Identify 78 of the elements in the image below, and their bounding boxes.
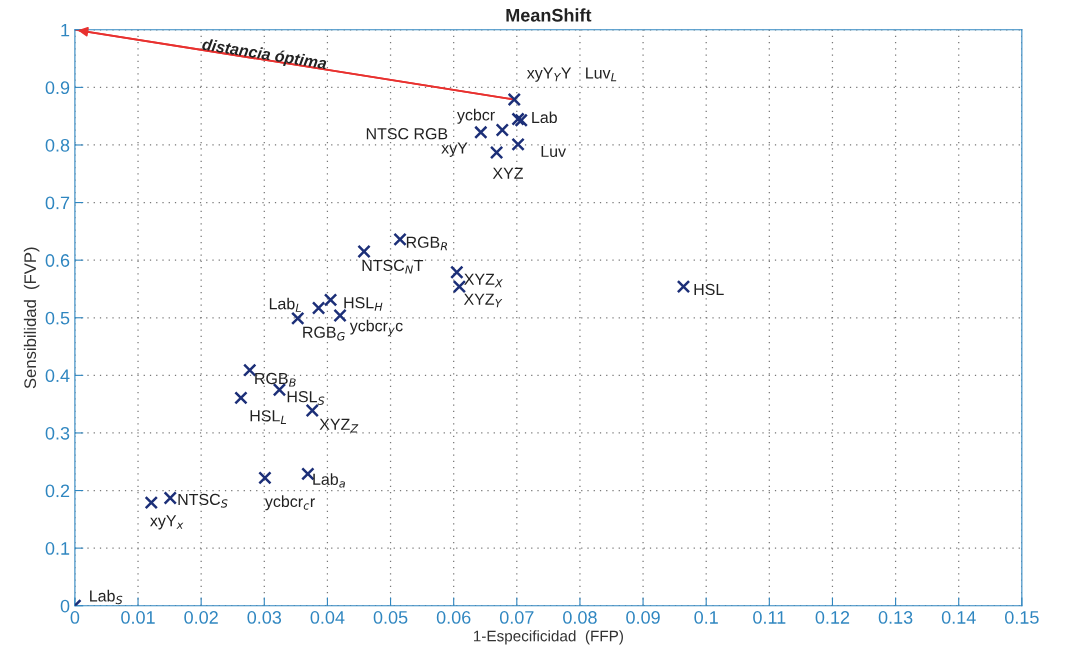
x-tick-label: 0.05	[373, 611, 408, 624]
point	[511, 137, 525, 152]
y-tick-label: 0.7	[45, 196, 70, 210]
annotation: ycbcr$_{c}$r	[264, 495, 315, 511]
x-tick-label: 0.09	[626, 611, 660, 624]
y-tick-label: 0.8	[45, 138, 70, 152]
y-axis-title: Sensibilidad (FVP)	[23, 247, 40, 389]
annotation: HSL$_{S}$	[287, 391, 325, 405]
x-tick-label: 0.04	[310, 611, 345, 624]
annotation: Lab$_{a}$	[313, 473, 345, 488]
annotation: ycbcr	[457, 108, 495, 124]
annotation: RGB$_{G}$	[303, 326, 345, 341]
annotation: ycbcr$_{y}$c	[349, 319, 403, 337]
point	[511, 112, 525, 126]
annotation: xyY$_{x}$	[150, 515, 184, 530]
x-tick-label: 0.02	[184, 611, 218, 624]
point	[489, 145, 504, 160]
annotation: HSL	[694, 283, 724, 296]
y-tick-label: 1	[61, 23, 70, 37]
annotation: RGB$_{R}$	[406, 236, 448, 251]
annotation: Lab$_{S}$	[90, 589, 123, 605]
y-tick-label: 0.1	[45, 542, 70, 555]
annotation: xyY	[441, 142, 468, 157]
point	[290, 311, 305, 326]
point	[507, 92, 522, 107]
point	[323, 293, 338, 307]
point	[495, 123, 510, 137]
point	[305, 403, 320, 418]
point	[242, 363, 257, 377]
x-tick-label: 0.12	[815, 611, 850, 624]
annotation: XYZ$_{X}$	[464, 273, 503, 288]
point	[163, 491, 178, 505]
annotation: XYZ$_{Z}$	[319, 418, 359, 433]
y-tick-label: 0.9	[45, 81, 70, 95]
annotation: NTSC RGB	[366, 128, 448, 140]
x-tick-label: 0.1	[694, 611, 718, 624]
annotation: HSL$_{L}$	[250, 410, 287, 424]
x-tick-label: 0.15	[1004, 611, 1039, 624]
annotation: distancia óptima	[201, 37, 328, 73]
x-tick-label: 0.03	[247, 611, 282, 624]
annotation: XYZ$_{Y}$	[463, 293, 503, 308]
x-tick-label: 0.06	[436, 611, 471, 624]
annotation: Luv	[541, 145, 566, 158]
annotation: NTSC$_{N}$T	[362, 259, 424, 274]
x-tick-label: 0.08	[563, 611, 597, 624]
annotation: XYZ	[492, 167, 523, 179]
point	[514, 113, 529, 128]
annotation: RGB$_{B}$	[255, 372, 296, 387]
point	[311, 301, 326, 315]
x-tick-label: 0	[70, 611, 80, 624]
annotation: xyY$_{Y}$Y Luv$_{L}$	[526, 67, 617, 82]
y-tick-label: 0.2	[45, 484, 70, 498]
y-tick-label: 0.6	[45, 254, 70, 267]
x-tick-label: 0.13	[878, 611, 913, 624]
point	[234, 391, 248, 405]
point	[474, 125, 488, 140]
point	[676, 279, 691, 294]
y-tick-label: 0.4	[45, 369, 70, 383]
x-tick-label: 0.07	[499, 611, 534, 624]
x-tick-label: 0.11	[753, 611, 786, 624]
point	[144, 495, 159, 510]
x-tick-label: 0.01	[121, 611, 155, 624]
x-axis-title: 1-Especificidad (FFP)	[473, 630, 623, 645]
annotation: Lab$_{L}$	[269, 297, 301, 312]
point	[450, 265, 464, 280]
point	[301, 467, 315, 481]
x-tick-label: 0.14	[941, 611, 976, 624]
annotation: HSL$_{H}$	[344, 297, 383, 311]
point	[357, 244, 371, 259]
point	[393, 232, 407, 247]
annotation: Lab	[532, 111, 557, 124]
point	[258, 471, 272, 485]
y-tick-label: 0.5	[45, 311, 70, 325]
y-tick-label: 0	[60, 599, 70, 613]
chart-title: MeanShift	[506, 8, 592, 22]
y-tick-label: 0.3	[45, 426, 70, 440]
point	[333, 308, 347, 323]
annotation: NTSC$_{S}$	[178, 493, 228, 508]
